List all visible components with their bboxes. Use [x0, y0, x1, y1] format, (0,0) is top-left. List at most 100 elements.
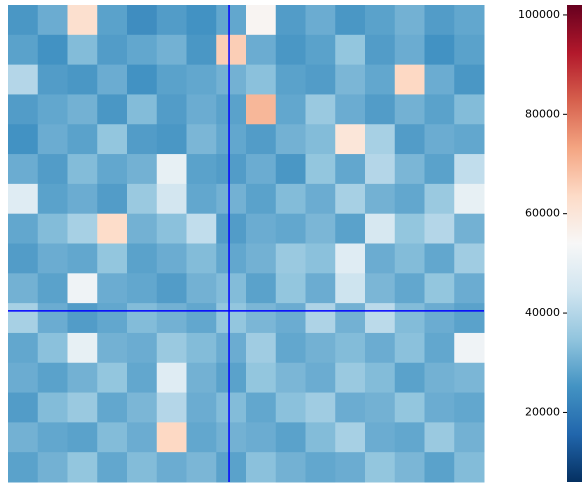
pixel	[216, 362, 247, 394]
pixel	[454, 64, 485, 95]
pixel	[305, 392, 336, 423]
pixel	[67, 422, 98, 453]
pixel	[275, 5, 306, 36]
pixel	[305, 64, 336, 95]
pixel	[37, 213, 68, 244]
pixel	[454, 5, 485, 36]
pixel	[275, 332, 306, 364]
pixel	[394, 392, 425, 423]
pixel	[156, 332, 187, 364]
pixel	[97, 183, 128, 215]
pixel	[186, 243, 217, 274]
pixel	[37, 124, 68, 155]
pixel	[8, 332, 39, 364]
pixel	[8, 124, 39, 155]
pixel	[156, 34, 187, 66]
pixel	[127, 273, 158, 304]
pixel	[394, 273, 425, 304]
pixel	[454, 213, 485, 244]
pixel	[246, 34, 277, 66]
pixel	[335, 94, 366, 125]
pixel	[216, 154, 247, 185]
pixel	[37, 422, 68, 453]
pixel	[216, 64, 247, 95]
pixel	[216, 273, 247, 304]
pixel	[275, 243, 306, 274]
pixel	[67, 243, 98, 274]
pixel	[246, 243, 277, 274]
pixel	[216, 34, 247, 66]
pixel	[127, 332, 158, 364]
pixel	[8, 273, 39, 304]
pixel	[156, 422, 187, 453]
pixel	[275, 183, 306, 215]
pixel	[454, 34, 485, 66]
pixel	[97, 422, 128, 453]
pixel	[67, 64, 98, 95]
pixel	[424, 94, 455, 125]
pixel	[127, 94, 158, 125]
pixel	[335, 362, 366, 394]
pixel	[156, 452, 187, 483]
pixel	[37, 154, 68, 185]
pixel	[454, 183, 485, 215]
pixel	[67, 392, 98, 423]
pixel	[424, 243, 455, 274]
colorbar	[567, 5, 582, 482]
pixel	[305, 183, 336, 215]
pixel	[216, 124, 247, 155]
pixel	[37, 332, 68, 364]
pixel	[424, 422, 455, 453]
pixel	[365, 64, 396, 95]
pixel	[127, 303, 158, 334]
pixel	[275, 213, 306, 244]
pixel	[186, 452, 217, 483]
pixel	[97, 362, 128, 394]
pixel	[127, 362, 158, 394]
pixel	[365, 34, 396, 66]
pixel	[246, 392, 277, 423]
pixel	[246, 213, 277, 244]
colorbar-tick-label: 100000	[518, 8, 560, 21]
pixel	[365, 273, 396, 304]
pixel	[67, 213, 98, 244]
pixel	[156, 243, 187, 274]
pixel	[97, 94, 128, 125]
pixel	[335, 34, 366, 66]
pixel	[394, 452, 425, 483]
pixel	[335, 332, 366, 364]
pixel	[454, 154, 485, 185]
pixel	[305, 34, 336, 66]
pixel	[275, 154, 306, 185]
pixel	[305, 303, 336, 334]
pixel	[394, 183, 425, 215]
pixel	[424, 154, 455, 185]
pixel	[305, 124, 336, 155]
pixel	[305, 273, 336, 304]
pixel	[216, 392, 247, 423]
pixel	[97, 5, 128, 36]
pixel	[394, 154, 425, 185]
pixel	[246, 94, 277, 125]
pixel	[424, 64, 455, 95]
pixel	[305, 362, 336, 394]
pixel	[37, 303, 68, 334]
colorbar-tick-label: 80000	[525, 107, 560, 120]
pixel	[424, 392, 455, 423]
pixel	[424, 303, 455, 334]
pixel	[127, 5, 158, 36]
pixel	[8, 154, 39, 185]
pixel	[186, 273, 217, 304]
pixel	[216, 332, 247, 364]
colorbar-tick-label: 40000	[525, 306, 560, 319]
pixel	[275, 422, 306, 453]
pixel	[246, 124, 277, 155]
pixel	[8, 5, 39, 36]
pixel	[127, 213, 158, 244]
pixel	[37, 243, 68, 274]
pixel	[156, 273, 187, 304]
colorbar-tick-label: 20000	[525, 405, 560, 418]
pixel	[275, 452, 306, 483]
pixel	[424, 34, 455, 66]
